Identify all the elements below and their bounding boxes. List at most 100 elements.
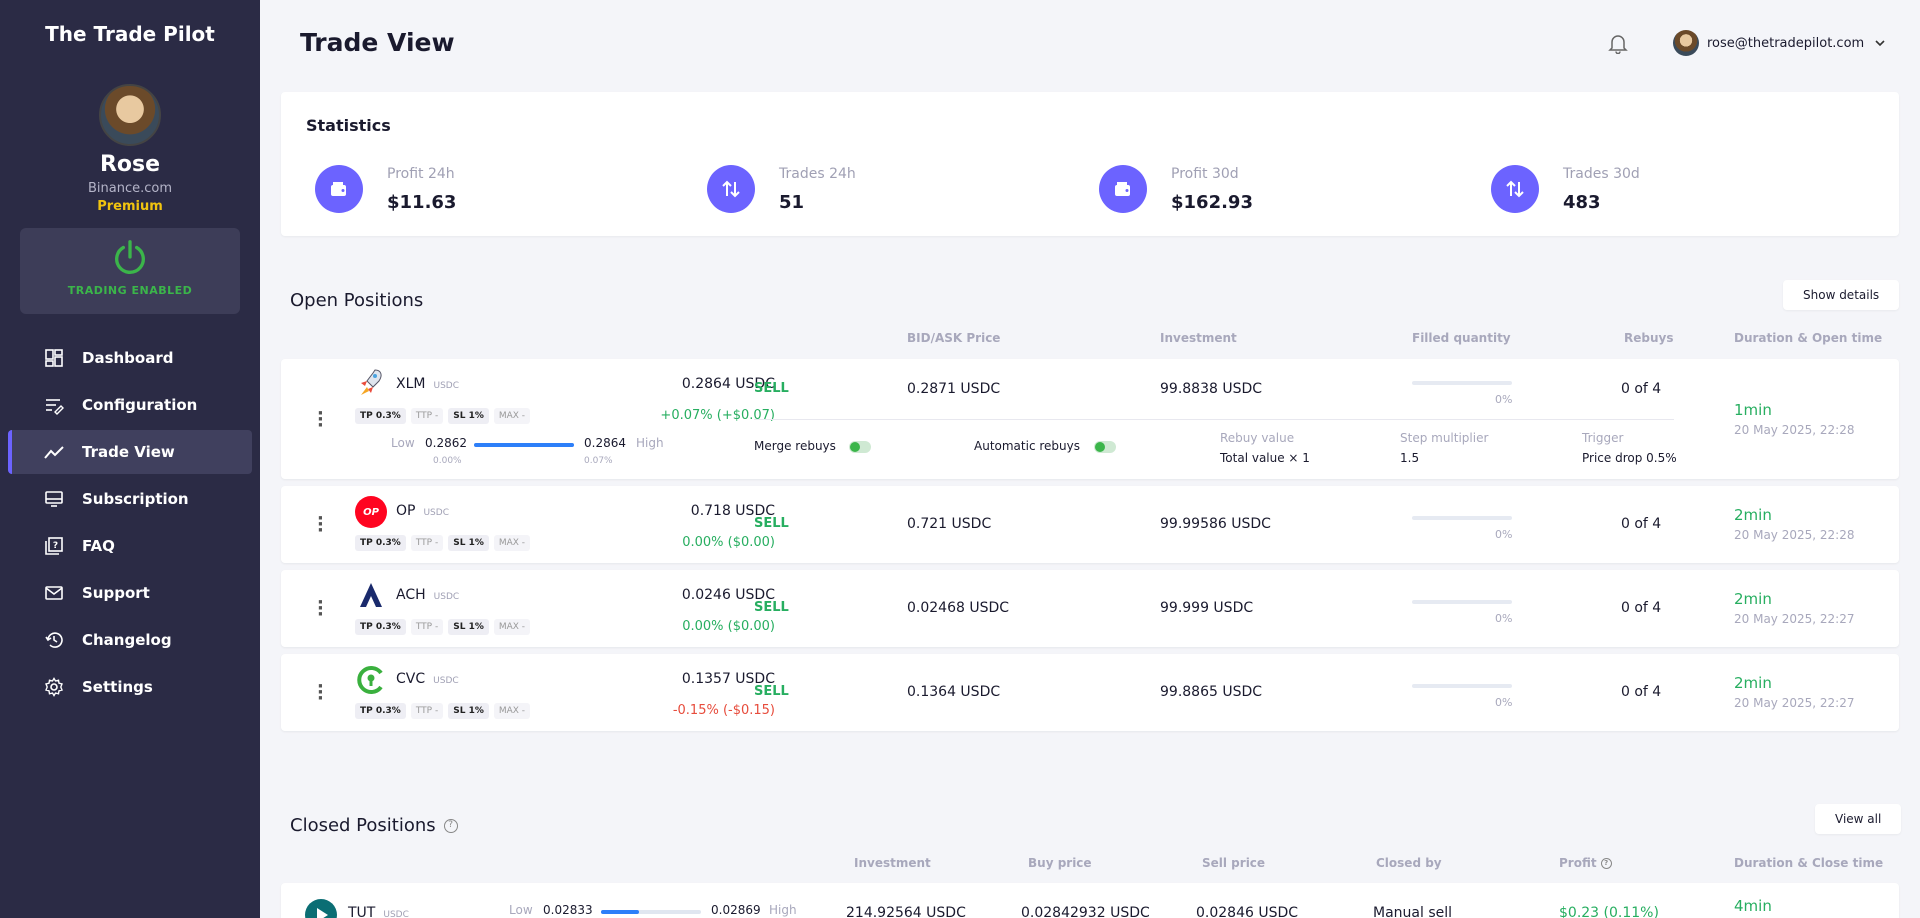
trading-toggle[interactable]: TRADING ENABLED xyxy=(20,228,240,314)
stat-label: Profit 24h xyxy=(387,165,455,182)
column-header: Sell price xyxy=(1202,856,1266,870)
sidebar-item-subscription[interactable]: Subscription xyxy=(8,477,252,521)
tag-max: MAX - xyxy=(493,535,531,551)
bell-icon[interactable] xyxy=(1607,32,1629,54)
show-details-button[interactable]: Show details xyxy=(1783,280,1900,310)
more-options-icon[interactable]: · · · xyxy=(317,676,324,709)
page-title: Trade View xyxy=(300,28,455,57)
range-low-value: 0.2862 xyxy=(425,436,467,450)
open-time: 20 May 2025, 22:28 xyxy=(1734,423,1855,437)
filled-quantity-bar xyxy=(1412,600,1512,604)
column-header: Duration & Close time xyxy=(1734,856,1884,870)
brand-title: The Trade Pilot xyxy=(45,22,215,46)
svg-text:?: ? xyxy=(53,541,58,551)
step-multiplier-label: Step multiplier xyxy=(1400,431,1489,445)
position-row-op[interactable]: · · · OP OP USDC 0.718 USDC 0.00% ($0.00) T… xyxy=(281,486,1899,563)
history-icon xyxy=(44,630,64,650)
filled-quantity-pct: 0% xyxy=(1495,393,1513,406)
investment: 99.999 USDC xyxy=(1160,600,1254,616)
more-options-icon[interactable]: · · · xyxy=(317,403,324,436)
tag-ttp: TTP - xyxy=(410,703,444,719)
position-row-ach[interactable]: · · · ACH USDC 0.0246 USDC 0.00% ($0.00) TP… xyxy=(281,570,1899,647)
user-menu[interactable]: rose@thetradepilot.com xyxy=(1673,30,1886,56)
transfer-arrows-icon xyxy=(1491,165,1539,213)
help-icon[interactable]: ? xyxy=(1600,858,1612,869)
sidebar-item-changelog[interactable]: Changelog xyxy=(8,618,252,662)
more-options-icon[interactable]: · · · xyxy=(317,508,324,541)
sidebar-item-configuration[interactable]: Configuration xyxy=(8,383,252,427)
header: Trade View rose@thetradepilot.com xyxy=(260,0,1920,86)
sidebar-item-label: Trade View xyxy=(82,443,175,461)
duration: 1min xyxy=(1734,401,1772,419)
column-header: Investment xyxy=(1160,331,1237,345)
bid-ask-price: 0.721 USDC xyxy=(907,516,992,532)
coin-symbol: ACH USDC xyxy=(396,587,460,603)
rebuys: 0 of 4 xyxy=(1621,516,1662,532)
automatic-rebuys-label: Automatic rebuys xyxy=(974,439,1080,453)
strategy-tags: TP 0.3% TTP - SL 1% MAX - xyxy=(355,535,535,551)
open-time: 20 May 2025, 22:27 xyxy=(1734,612,1855,626)
tag-ttp: TTP - xyxy=(410,408,444,424)
column-header: Duration & Open time xyxy=(1734,331,1883,345)
dashboard-icon xyxy=(44,348,64,368)
column-header: Investment xyxy=(854,856,931,870)
rebuy-value: Total value × 1 xyxy=(1220,451,1310,465)
sidebar-item-dashboard[interactable]: Dashboard xyxy=(8,336,252,380)
more-options-icon[interactable]: · · · xyxy=(317,592,324,625)
sidebar-item-settings[interactable]: Settings xyxy=(8,665,252,709)
strategy-tags: TP 0.3% TTP - SL 1% MAX - xyxy=(355,619,535,635)
user-exchange: Binance.com xyxy=(87,181,173,196)
gear-icon xyxy=(44,677,64,697)
merge-rebuys-toggle[interactable] xyxy=(849,441,871,453)
step-multiplier: 1.5 xyxy=(1400,451,1420,465)
closed-row-tut[interactable]: TUT USDC Low 0.02833 0.02869 High 214.925… xyxy=(281,883,1899,918)
sidebar-item-faq[interactable]: ? FAQ xyxy=(8,524,252,568)
sidebar-item-trade-view[interactable]: Trade View xyxy=(8,430,252,474)
stat-profit-24h: Profit 24h $11.63 xyxy=(315,165,456,213)
range-high-value: 0.02869 xyxy=(711,903,761,917)
cvc-logo-icon xyxy=(355,664,387,696)
filled-quantity-pct: 0% xyxy=(1495,528,1513,541)
help-icon[interactable]: ? xyxy=(443,819,458,833)
column-header: Profit? xyxy=(1559,856,1612,870)
strategy-tags: TP 0.3% TTP - SL 1% MAX - xyxy=(355,408,535,424)
duration: 2min xyxy=(1734,506,1772,524)
stat-value: 483 xyxy=(1563,191,1601,213)
subscription-icon xyxy=(44,489,64,509)
profit: $0.23 (0.11%) xyxy=(1559,905,1659,918)
sidebar: The Trade Pilot Rose Binance.com Premium… xyxy=(0,0,260,918)
bid-ask-price: 0.2871 USDC xyxy=(907,381,1001,397)
statistics-card: Statistics Profit 24h $11.63 Trades 24h 51… xyxy=(281,92,1899,236)
stat-label: Trades 24h xyxy=(779,165,856,182)
investment: 214.92564 USDC xyxy=(846,905,966,918)
automatic-rebuys-toggle[interactable] xyxy=(1094,441,1116,453)
side-label: SELL xyxy=(754,600,789,615)
range-low-label: Low xyxy=(391,436,415,450)
sell-price: 0.02846 USDC xyxy=(1196,905,1299,918)
tag-tp: TP 0.3% xyxy=(355,619,406,635)
range-low-value: 0.02833 xyxy=(543,903,593,917)
filled-quantity-bar xyxy=(1412,516,1512,520)
sidebar-item-support[interactable]: Support xyxy=(8,571,252,615)
sidebar-item-label: Dashboard xyxy=(82,349,174,367)
tag-sl: SL 1% xyxy=(448,408,489,424)
stat-value: 51 xyxy=(779,191,805,213)
rebuys: 0 of 4 xyxy=(1621,684,1662,700)
open-positions-title: Open Positions xyxy=(290,290,424,311)
range-low-label: Low xyxy=(509,903,533,917)
sidebar-item-label: Configuration xyxy=(82,396,198,414)
sidebar-item-label: Settings xyxy=(82,678,153,696)
tag-max: MAX - xyxy=(493,619,531,635)
coin-symbol: CVC USDC xyxy=(396,671,459,687)
merge-rebuys-label: Merge rebuys xyxy=(754,439,836,453)
avatar[interactable] xyxy=(99,84,161,146)
mail-icon xyxy=(44,583,64,603)
stat-value: $162.93 xyxy=(1171,191,1253,213)
view-all-button[interactable]: View all xyxy=(1815,804,1902,834)
position-row-cvc[interactable]: · · · CVC USDC 0.1357 USDC -0.15% (-$0.15) … xyxy=(281,654,1899,731)
wallet-icon xyxy=(315,165,363,213)
price-change: 0.00% ($0.00) xyxy=(682,535,775,550)
sidebar-item-label: Changelog xyxy=(82,631,172,649)
filled-quantity-bar xyxy=(1412,684,1512,688)
position-row-xlm[interactable]: · · · XLM USDC 0.2864 USDC +0.07% (+$0.07) … xyxy=(281,359,1899,479)
